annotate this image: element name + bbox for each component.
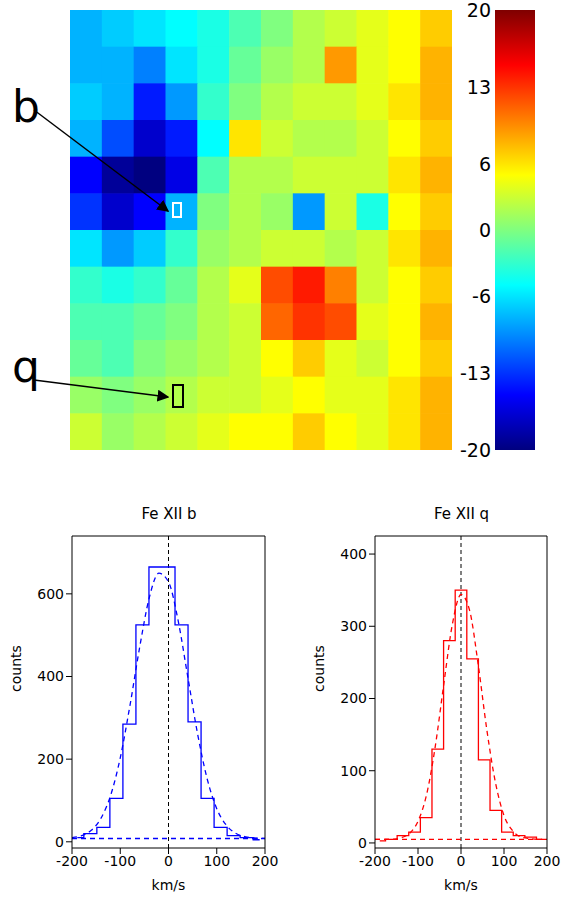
- svg-text:counts: counts: [8, 645, 24, 692]
- svg-text:600: 600: [37, 586, 64, 602]
- svg-text:200: 200: [37, 751, 64, 767]
- svg-text:km/s: km/s: [152, 877, 186, 893]
- html-text:20: 20: [466, 0, 491, 21]
- svg-text:0: 0: [55, 834, 64, 850]
- svg-text:200: 200: [534, 853, 561, 869]
- svg-text:300: 300: [340, 618, 367, 634]
- svg-text:q: q: [12, 341, 40, 392]
- html-text:0: 0: [478, 219, 491, 241]
- svg-text:0: 0: [164, 853, 173, 869]
- svg-text:400: 400: [340, 546, 367, 562]
- svg-text:-200: -200: [359, 853, 391, 869]
- html-text:-20: -20: [460, 439, 491, 461]
- svg-text:100: 100: [203, 853, 230, 869]
- svg-text:100: 100: [340, 763, 367, 779]
- svg-text:b: b: [12, 81, 40, 132]
- html-text:6: 6: [478, 153, 491, 175]
- svg-text:400: 400: [37, 668, 64, 684]
- svg-text:200: 200: [340, 690, 367, 706]
- svg-text:0: 0: [358, 835, 367, 851]
- svg-text:100: 100: [491, 853, 518, 869]
- html-text:Fe XII b: Fe XII b: [141, 505, 197, 523]
- svg-text:-200: -200: [56, 853, 88, 869]
- svg-text:counts: counts: [311, 645, 327, 692]
- svg-text:-100: -100: [104, 853, 136, 869]
- html-text:-6: -6: [472, 285, 491, 307]
- svg-text:-100: -100: [402, 853, 434, 869]
- svg-text:0: 0: [457, 853, 466, 869]
- html-text:-13: -13: [460, 362, 491, 384]
- html-text:13: 13: [466, 76, 491, 98]
- svg-text:km/s: km/s: [444, 877, 478, 893]
- svg-text:200: 200: [252, 853, 279, 869]
- html-text:Fe XII q: Fe XII q: [433, 505, 490, 523]
